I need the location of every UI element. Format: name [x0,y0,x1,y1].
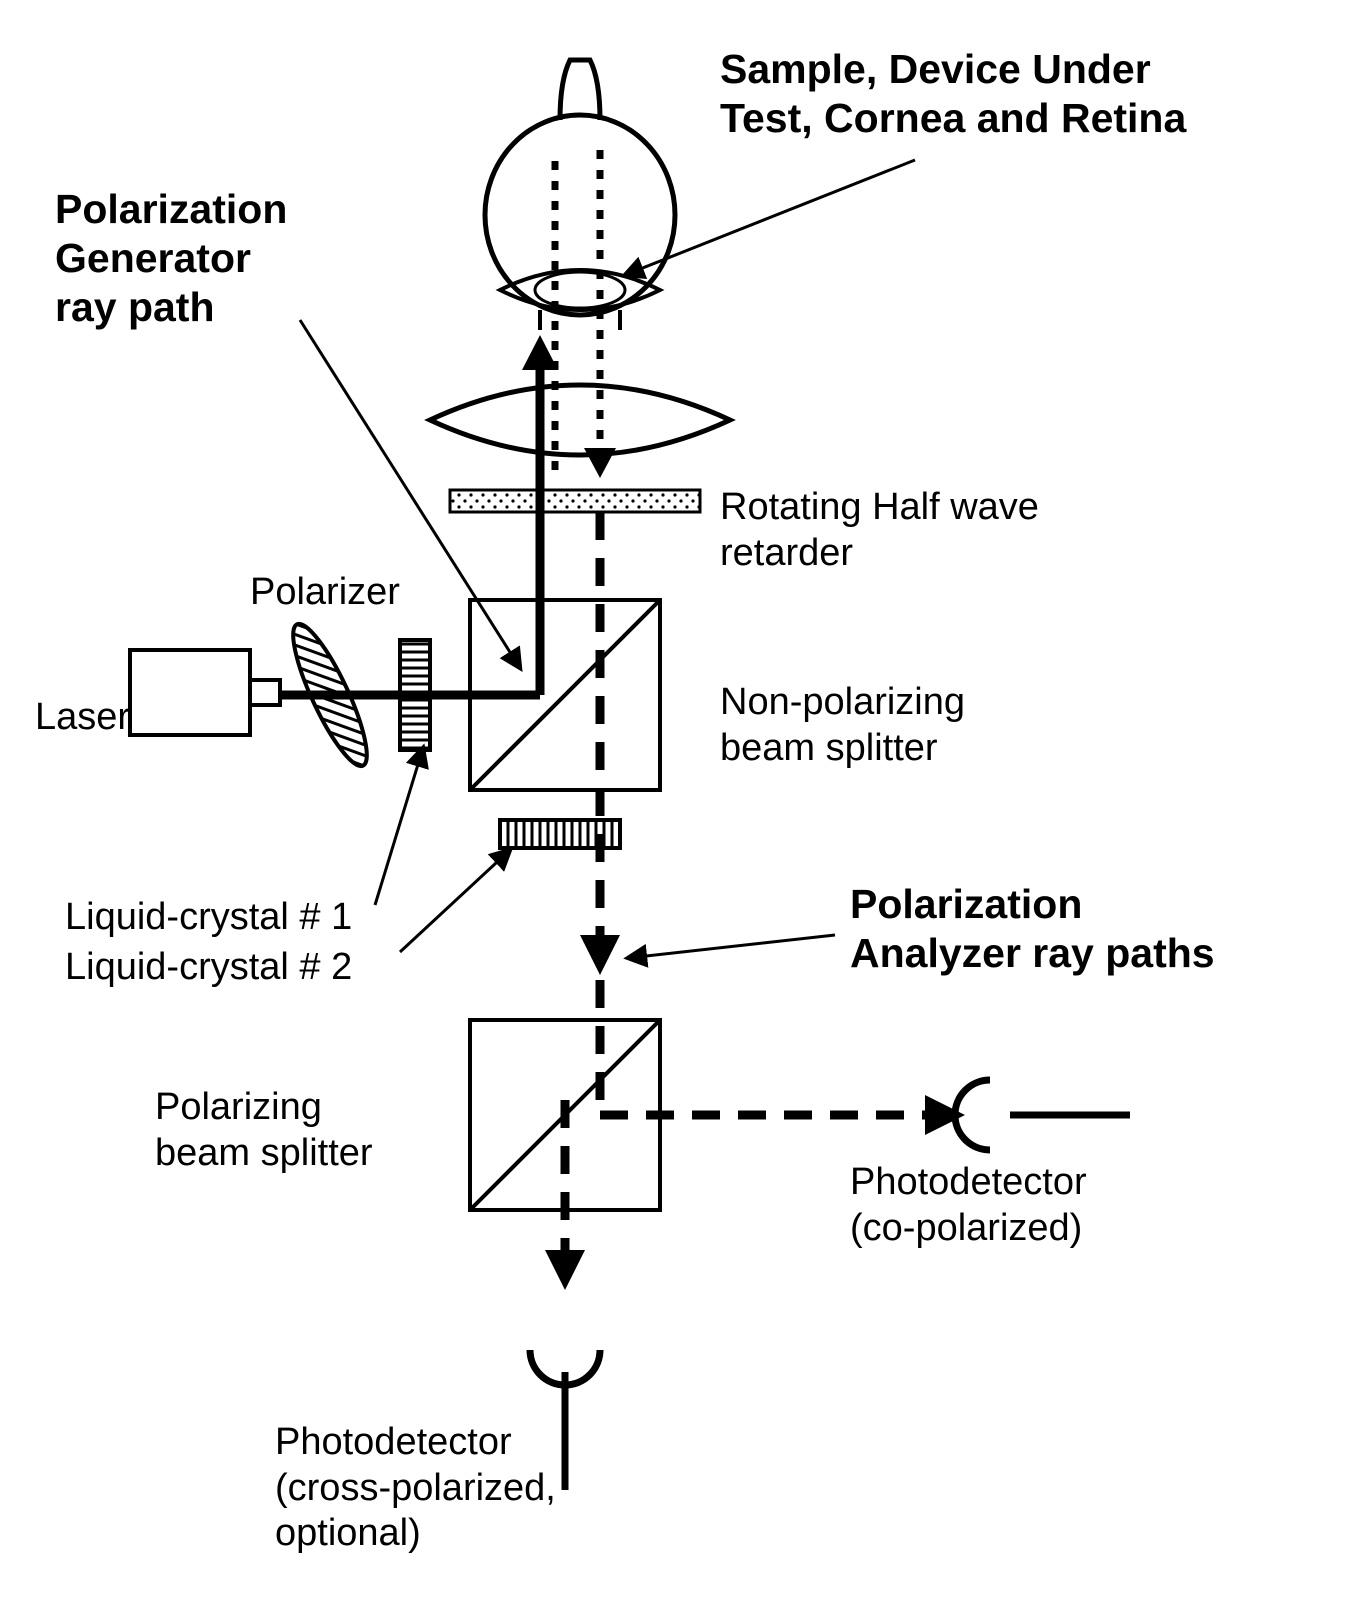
photodetector-co-icon [955,1080,1130,1150]
label-rot-half: Rotating Half wave retarder [720,485,1039,576]
label-polarizer: Polarizer [250,570,400,616]
diagram-canvas: Sample, Device Under Test, Cornea and Re… [0,0,1352,1615]
label-pbs: Polarizing beam splitter [155,1085,373,1176]
label-npbs: Non-polarizing beam splitter [720,680,965,771]
label-lc2: Liquid-crystal # 2 [65,945,352,991]
label-pd-co: Photodetector (co-polarized) [850,1160,1087,1251]
eye-sample-icon [485,60,675,330]
lens-icon [430,385,730,455]
label-pd-cross: Photodetector (cross-polarized, optional… [275,1420,556,1557]
laser-icon [130,650,280,735]
label-pol-ana: Polarization Analyzer ray paths [850,880,1215,978]
label-sample: Sample, Device Under Test, Cornea and Re… [720,45,1186,143]
label-laser: Laser [35,695,130,741]
label-lc1: Liquid-crystal # 1 [65,895,352,941]
rotating-halfwave-icon [450,490,700,512]
label-pol-gen: Polarization Generator ray path [55,185,287,333]
